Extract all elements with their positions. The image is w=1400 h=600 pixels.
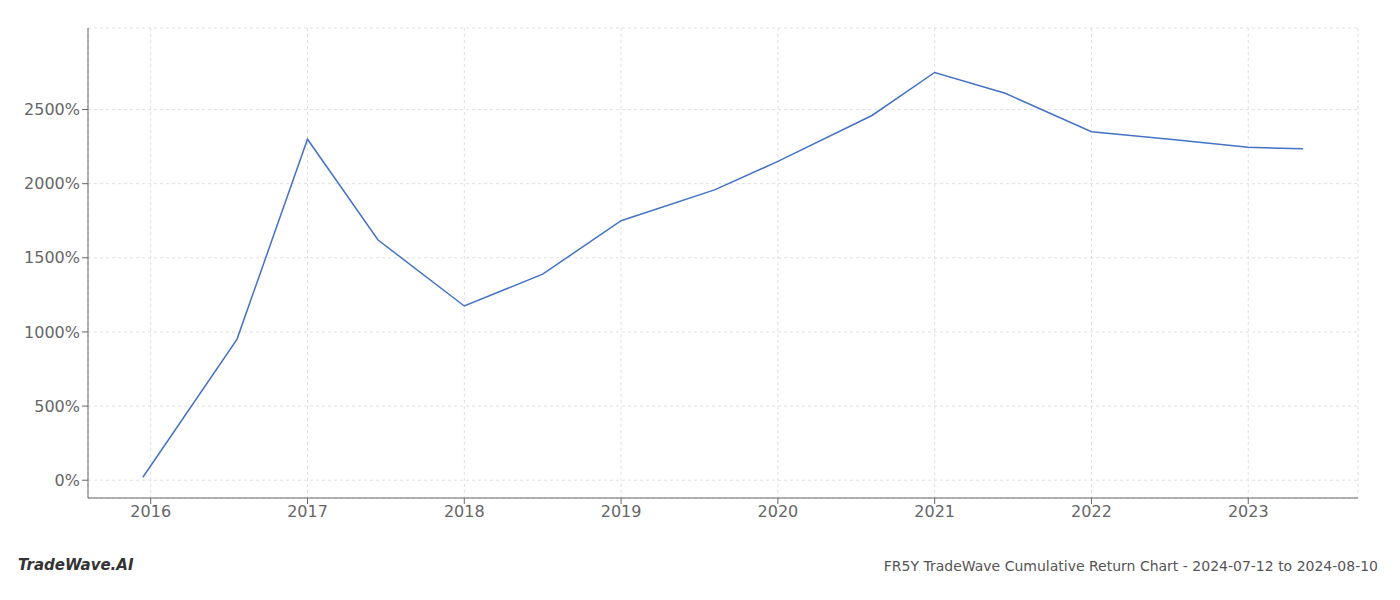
svg-text:2016: 2016 (130, 502, 171, 521)
svg-text:2500%: 2500% (24, 100, 80, 119)
svg-text:0%: 0% (55, 471, 80, 490)
svg-text:2022: 2022 (1071, 502, 1112, 521)
html-text:TradeWave.AI: TradeWave.AI (18, 556, 134, 574)
svg-text:2023: 2023 (1228, 502, 1269, 521)
svg-text:500%: 500% (34, 397, 80, 416)
svg-text:2000%: 2000% (24, 174, 80, 193)
svg-text:1000%: 1000% (24, 323, 80, 342)
svg-text:2020: 2020 (758, 502, 799, 521)
svg-text:2018: 2018 (444, 502, 485, 521)
html-text:FR5Y TradeWave Cumulative Retu: FR5Y TradeWave Cumulative Return Chart -… (883, 558, 1378, 574)
svg-text:2019: 2019 (601, 502, 642, 521)
svg-text:2017: 2017 (287, 502, 328, 521)
svg-text:2021: 2021 (914, 502, 955, 521)
svg-text:1500%: 1500% (24, 248, 80, 267)
